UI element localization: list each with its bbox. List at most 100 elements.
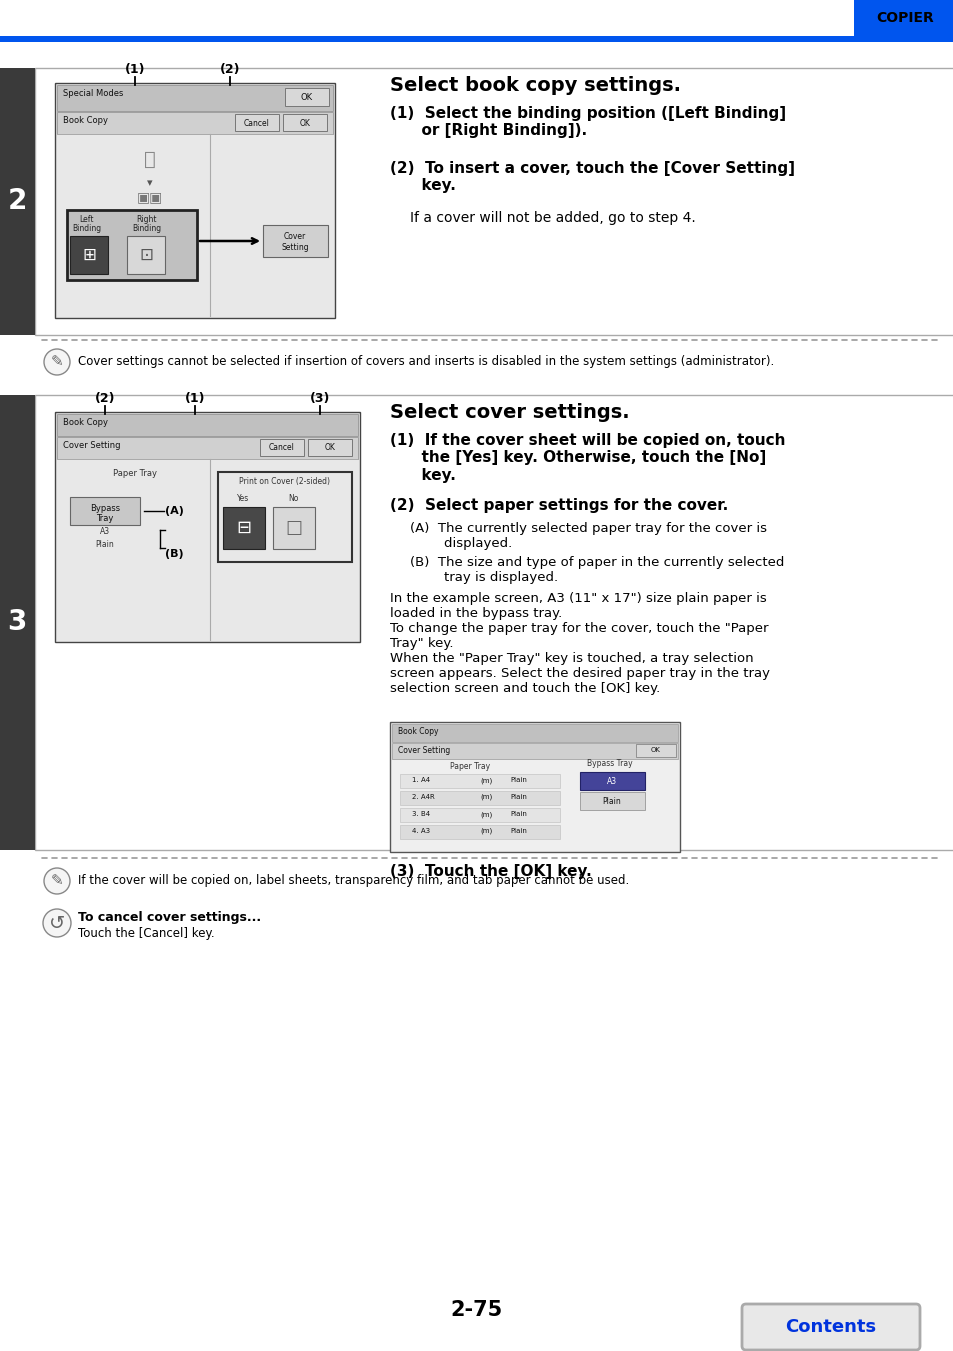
Text: Binding: Binding: [132, 224, 161, 232]
Text: COPIER: COPIER: [875, 11, 933, 26]
Text: (m): (m): [479, 811, 492, 817]
Text: OK: OK: [324, 443, 335, 453]
Bar: [57, 436, 357, 459]
Text: (2): (2): [219, 63, 240, 76]
Text: Print on Cover (2-sided): Print on Cover (2-sided): [239, 477, 330, 486]
Text: Book Copy: Book Copy: [63, 417, 108, 427]
Bar: [35, 394, 953, 850]
Text: 4. A3: 4. A3: [412, 828, 430, 834]
Circle shape: [44, 867, 70, 894]
Bar: [285, 88, 329, 105]
Text: (2): (2): [94, 392, 115, 405]
Bar: [273, 507, 314, 549]
Text: Bypass Tray: Bypass Tray: [587, 759, 632, 767]
Bar: [70, 236, 108, 274]
Bar: [392, 743, 678, 759]
Text: ✎: ✎: [51, 354, 63, 370]
Text: (B): (B): [165, 549, 183, 559]
Text: 3: 3: [8, 608, 27, 636]
Text: Select book copy settings.: Select book copy settings.: [390, 76, 680, 95]
Text: ✎: ✎: [51, 874, 63, 889]
Bar: [260, 439, 304, 457]
Bar: [67, 209, 196, 280]
Text: To cancel cover settings...: To cancel cover settings...: [78, 911, 261, 924]
Bar: [853, 0, 953, 36]
Text: Cancel: Cancel: [269, 443, 294, 453]
Text: Touch the [Cancel] key.: Touch the [Cancel] key.: [78, 927, 214, 940]
Text: 〓: 〓: [144, 150, 155, 169]
Text: Plain: Plain: [510, 828, 526, 834]
Text: 2-75: 2-75: [451, 1300, 502, 1320]
Bar: [57, 112, 333, 134]
Text: Yes: Yes: [236, 494, 249, 503]
Bar: [55, 82, 335, 317]
Bar: [392, 724, 678, 742]
Text: If a cover will not be added, go to step 4.: If a cover will not be added, go to step…: [410, 211, 695, 226]
Bar: [579, 771, 644, 790]
Bar: [283, 113, 327, 131]
Text: 2: 2: [8, 186, 27, 215]
Text: (m): (m): [479, 828, 492, 835]
Text: A3: A3: [100, 527, 110, 536]
Bar: [636, 744, 676, 757]
Text: Setting: Setting: [281, 243, 309, 253]
Text: (A): (A): [165, 507, 184, 516]
Text: 3. B4: 3. B4: [412, 811, 430, 817]
Bar: [399, 825, 559, 839]
Circle shape: [43, 909, 71, 938]
Text: Plain: Plain: [510, 811, 526, 817]
Text: Bypass: Bypass: [90, 504, 120, 513]
Bar: [234, 113, 278, 131]
Text: OK: OK: [300, 92, 313, 101]
Text: ⊞: ⊞: [82, 246, 96, 263]
Text: Left: Left: [80, 215, 94, 224]
Text: ↺: ↺: [49, 913, 65, 932]
Text: Paper Tray: Paper Tray: [450, 762, 490, 771]
Text: Right: Right: [136, 215, 157, 224]
Text: Cover Setting: Cover Setting: [63, 440, 120, 450]
FancyBboxPatch shape: [741, 1304, 919, 1350]
Text: Plain: Plain: [95, 540, 114, 549]
Text: Select cover settings.: Select cover settings.: [390, 403, 629, 422]
Text: ▣▣: ▣▣: [136, 190, 163, 204]
Bar: [308, 439, 352, 457]
Bar: [223, 507, 265, 549]
Bar: [263, 226, 328, 257]
Bar: [127, 236, 165, 274]
Bar: [70, 497, 140, 526]
Circle shape: [44, 349, 70, 376]
Text: (A)  The currently selected paper tray for the cover is
        displayed.: (A) The currently selected paper tray fo…: [410, 521, 766, 550]
Text: (m): (m): [479, 794, 492, 801]
Text: 2. A4R: 2. A4R: [412, 794, 435, 800]
Bar: [57, 413, 357, 436]
Bar: [390, 721, 679, 852]
Text: Paper Tray: Paper Tray: [112, 469, 157, 478]
Bar: [218, 471, 352, 562]
Bar: [399, 808, 559, 821]
Text: (1): (1): [185, 392, 205, 405]
Text: Cover settings cannot be selected if insertion of covers and inserts is disabled: Cover settings cannot be selected if ins…: [78, 355, 774, 367]
Text: ⊟: ⊟: [236, 519, 252, 536]
Bar: [399, 790, 559, 805]
Text: (B)  The size and type of paper in the currently selected
        tray is displa: (B) The size and type of paper in the cu…: [410, 557, 783, 584]
Text: OK: OK: [650, 747, 660, 753]
Text: Plain: Plain: [510, 794, 526, 800]
Text: (3)  Touch the [OK] key.: (3) Touch the [OK] key.: [390, 865, 591, 880]
Text: Special Modes: Special Modes: [63, 89, 123, 99]
Text: Book Copy: Book Copy: [63, 116, 108, 126]
Text: (1)  If the cover sheet will be copied on, touch
      the [Yes] key. Otherwise,: (1) If the cover sheet will be copied on…: [390, 434, 784, 482]
Text: Binding: Binding: [72, 224, 101, 232]
Text: OK: OK: [299, 119, 310, 127]
Text: (2)  Select paper settings for the cover.: (2) Select paper settings for the cover.: [390, 499, 727, 513]
Text: Book Copy: Book Copy: [397, 727, 438, 736]
Bar: [35, 68, 953, 335]
Text: 1. A4: 1. A4: [412, 777, 430, 784]
Text: Cover: Cover: [284, 232, 306, 240]
Text: ▾: ▾: [147, 178, 152, 188]
Bar: [0, 68, 35, 335]
Text: Plain: Plain: [602, 797, 620, 805]
Text: □: □: [285, 519, 302, 536]
Bar: [579, 792, 644, 811]
Text: (3): (3): [310, 392, 330, 405]
Text: In the example screen, A3 (11" x 17") size plain paper is
loaded in the bypass t: In the example screen, A3 (11" x 17") si…: [390, 592, 769, 694]
